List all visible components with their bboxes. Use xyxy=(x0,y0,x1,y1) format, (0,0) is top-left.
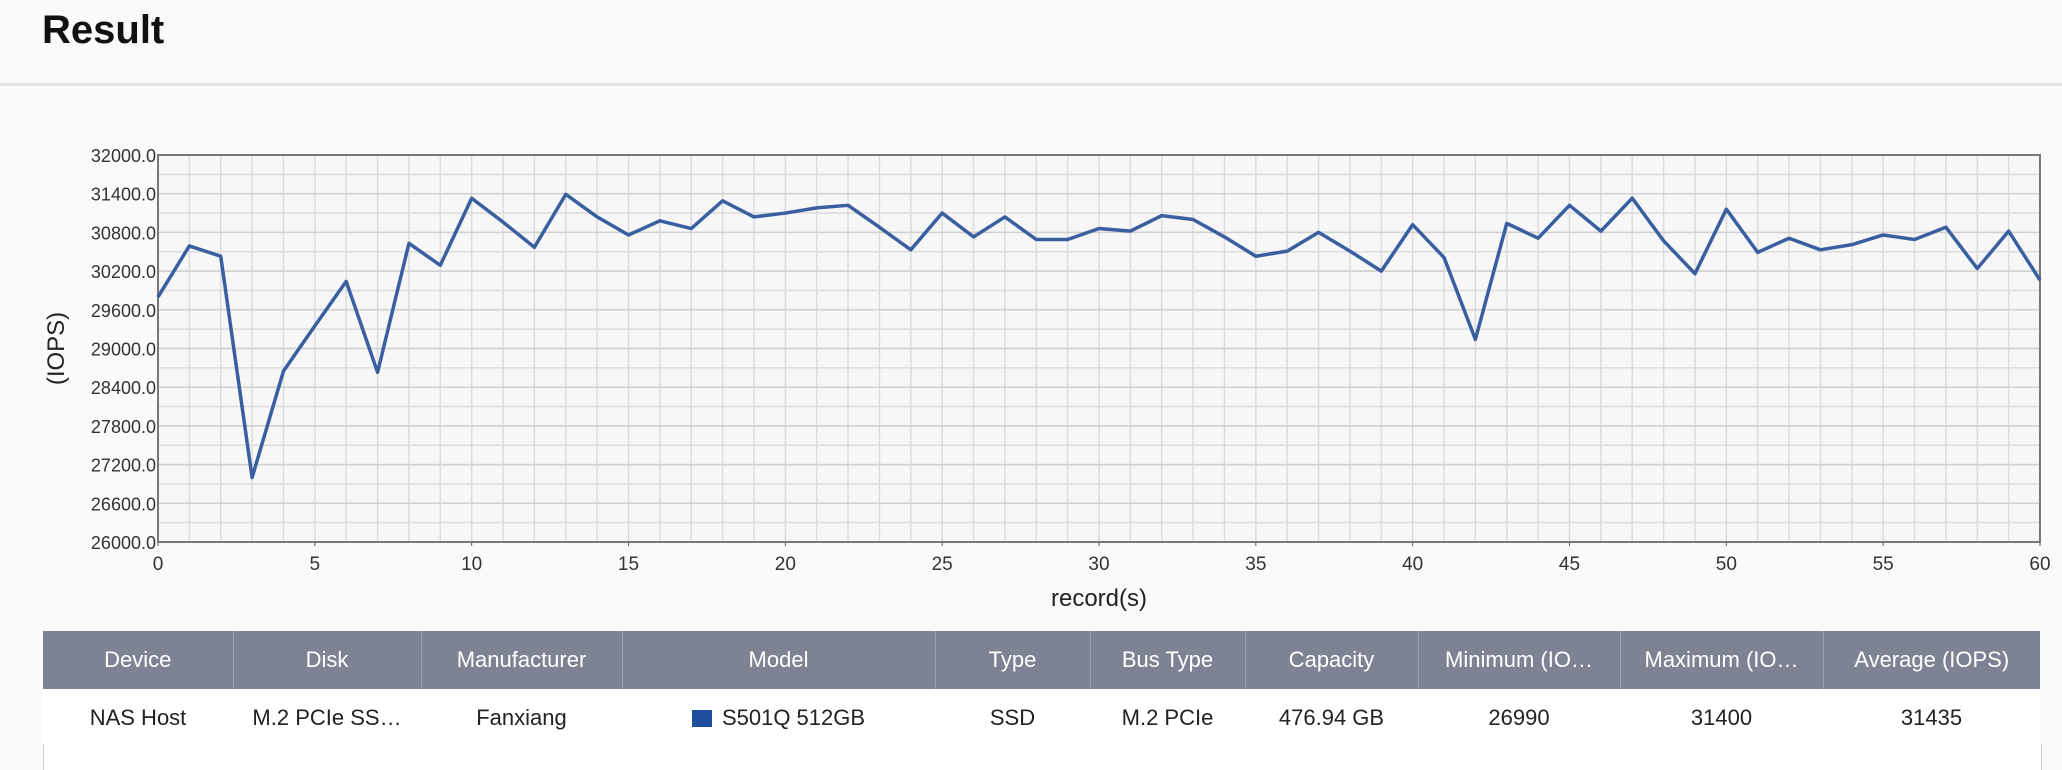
x-tick-label: 20 xyxy=(775,554,796,575)
table-cell: M.2 PCIe SS… xyxy=(233,689,421,748)
chart: 26000.0 26600.0 27200.0 27800.0 28400.0 29000… xyxy=(43,146,2051,612)
cell-text: SSD xyxy=(989,705,1036,730)
column-header[interactable]: Maximum (IO… xyxy=(1619,631,1823,689)
x-tick-label: 15 xyxy=(618,554,639,575)
x-tick-label: 55 xyxy=(1873,554,1894,575)
cell-text: NAS Host xyxy=(89,705,187,730)
y-tick-label: 31400.0 xyxy=(91,185,156,205)
column-header[interactable]: Manufacturer xyxy=(420,631,622,689)
x-tick-label: 25 xyxy=(932,554,953,575)
y-axis-label: (IOPS) xyxy=(43,312,70,385)
column-header[interactable]: Type xyxy=(934,631,1090,689)
y-tick-label: 26000.0 xyxy=(91,533,156,553)
column-header[interactable]: Bus Type xyxy=(1089,631,1245,689)
table-cell: 31435 xyxy=(1823,689,2040,748)
x-tick-label: 40 xyxy=(1402,554,1423,575)
cell-text: M.2 PCIe SS… xyxy=(252,705,402,730)
cell-text: 31435 xyxy=(1900,705,1963,730)
column-header[interactable]: Disk xyxy=(232,631,421,689)
y-tick-label: 29600.0 xyxy=(91,301,156,321)
column-header[interactable]: Capacity xyxy=(1244,631,1418,689)
y-tick-label: 32000.0 xyxy=(91,146,156,166)
table-cell: NAS Host xyxy=(43,689,233,748)
plot-border xyxy=(157,154,2041,543)
table-cell: SSD xyxy=(935,689,1090,748)
result-table: Device Disk Manufacturer Model Type Bus Type C… xyxy=(43,631,2040,748)
table-body-space xyxy=(43,744,2042,770)
cell-text: S501Q 512GB xyxy=(721,705,866,730)
table-cell: 31400 xyxy=(1620,689,1823,748)
column-header[interactable]: Average (IOPS) xyxy=(1822,631,2040,689)
x-axis-label: record(s) xyxy=(1051,585,1147,612)
x-tick-label: 35 xyxy=(1245,554,1266,575)
table-cell: 26990 xyxy=(1418,689,1620,748)
column-header[interactable]: Minimum (IO… xyxy=(1417,631,1620,689)
y-tick-label: 27200.0 xyxy=(91,456,156,476)
x-tick-label: 0 xyxy=(153,554,164,575)
x-tick-label: 45 xyxy=(1559,554,1580,575)
y-tick-label: 29000.0 xyxy=(91,340,156,360)
x-tick-label: 50 xyxy=(1716,554,1737,575)
separator xyxy=(0,83,2062,86)
column-header[interactable]: Device xyxy=(43,631,233,689)
y-tick-label: 30800.0 xyxy=(91,223,156,243)
y-tick-label: 30200.0 xyxy=(91,262,156,282)
x-tick-label: 5 xyxy=(310,554,321,575)
y-tick-label: 27800.0 xyxy=(91,417,156,437)
x-tick-label: 30 xyxy=(1088,554,1109,575)
table-cell: 476.94 GB xyxy=(1245,689,1418,748)
column-header[interactable]: Model xyxy=(621,631,935,689)
table-cell: M.2 PCIe xyxy=(1090,689,1245,748)
data-row[interactable]: NAS Host M.2 PCIe SS… Fanxiang S501Q 512GB S… xyxy=(43,689,2040,748)
x-tick-label: 10 xyxy=(461,554,482,575)
x-tick-label: 60 xyxy=(2029,554,2050,575)
cell-text: 476.94 GB xyxy=(1278,705,1385,730)
table-cell: Fanxiang xyxy=(421,689,622,748)
y-tick-label: 28400.0 xyxy=(91,378,156,398)
cell-text: Fanxiang xyxy=(476,705,567,730)
table-cell: S501Q 512GB xyxy=(622,689,935,748)
header-row: Device Disk Manufacturer Model Type Bus Type C… xyxy=(43,631,2040,689)
color-swatch xyxy=(691,710,712,727)
series-line xyxy=(156,192,2042,480)
cell-text: M.2 PCIe xyxy=(1121,705,1214,730)
cell-text: 31400 xyxy=(1690,705,1753,730)
page-title: Result xyxy=(42,8,165,52)
y-tick-label: 26600.0 xyxy=(91,494,156,514)
cell-text: 26990 xyxy=(1488,705,1550,730)
